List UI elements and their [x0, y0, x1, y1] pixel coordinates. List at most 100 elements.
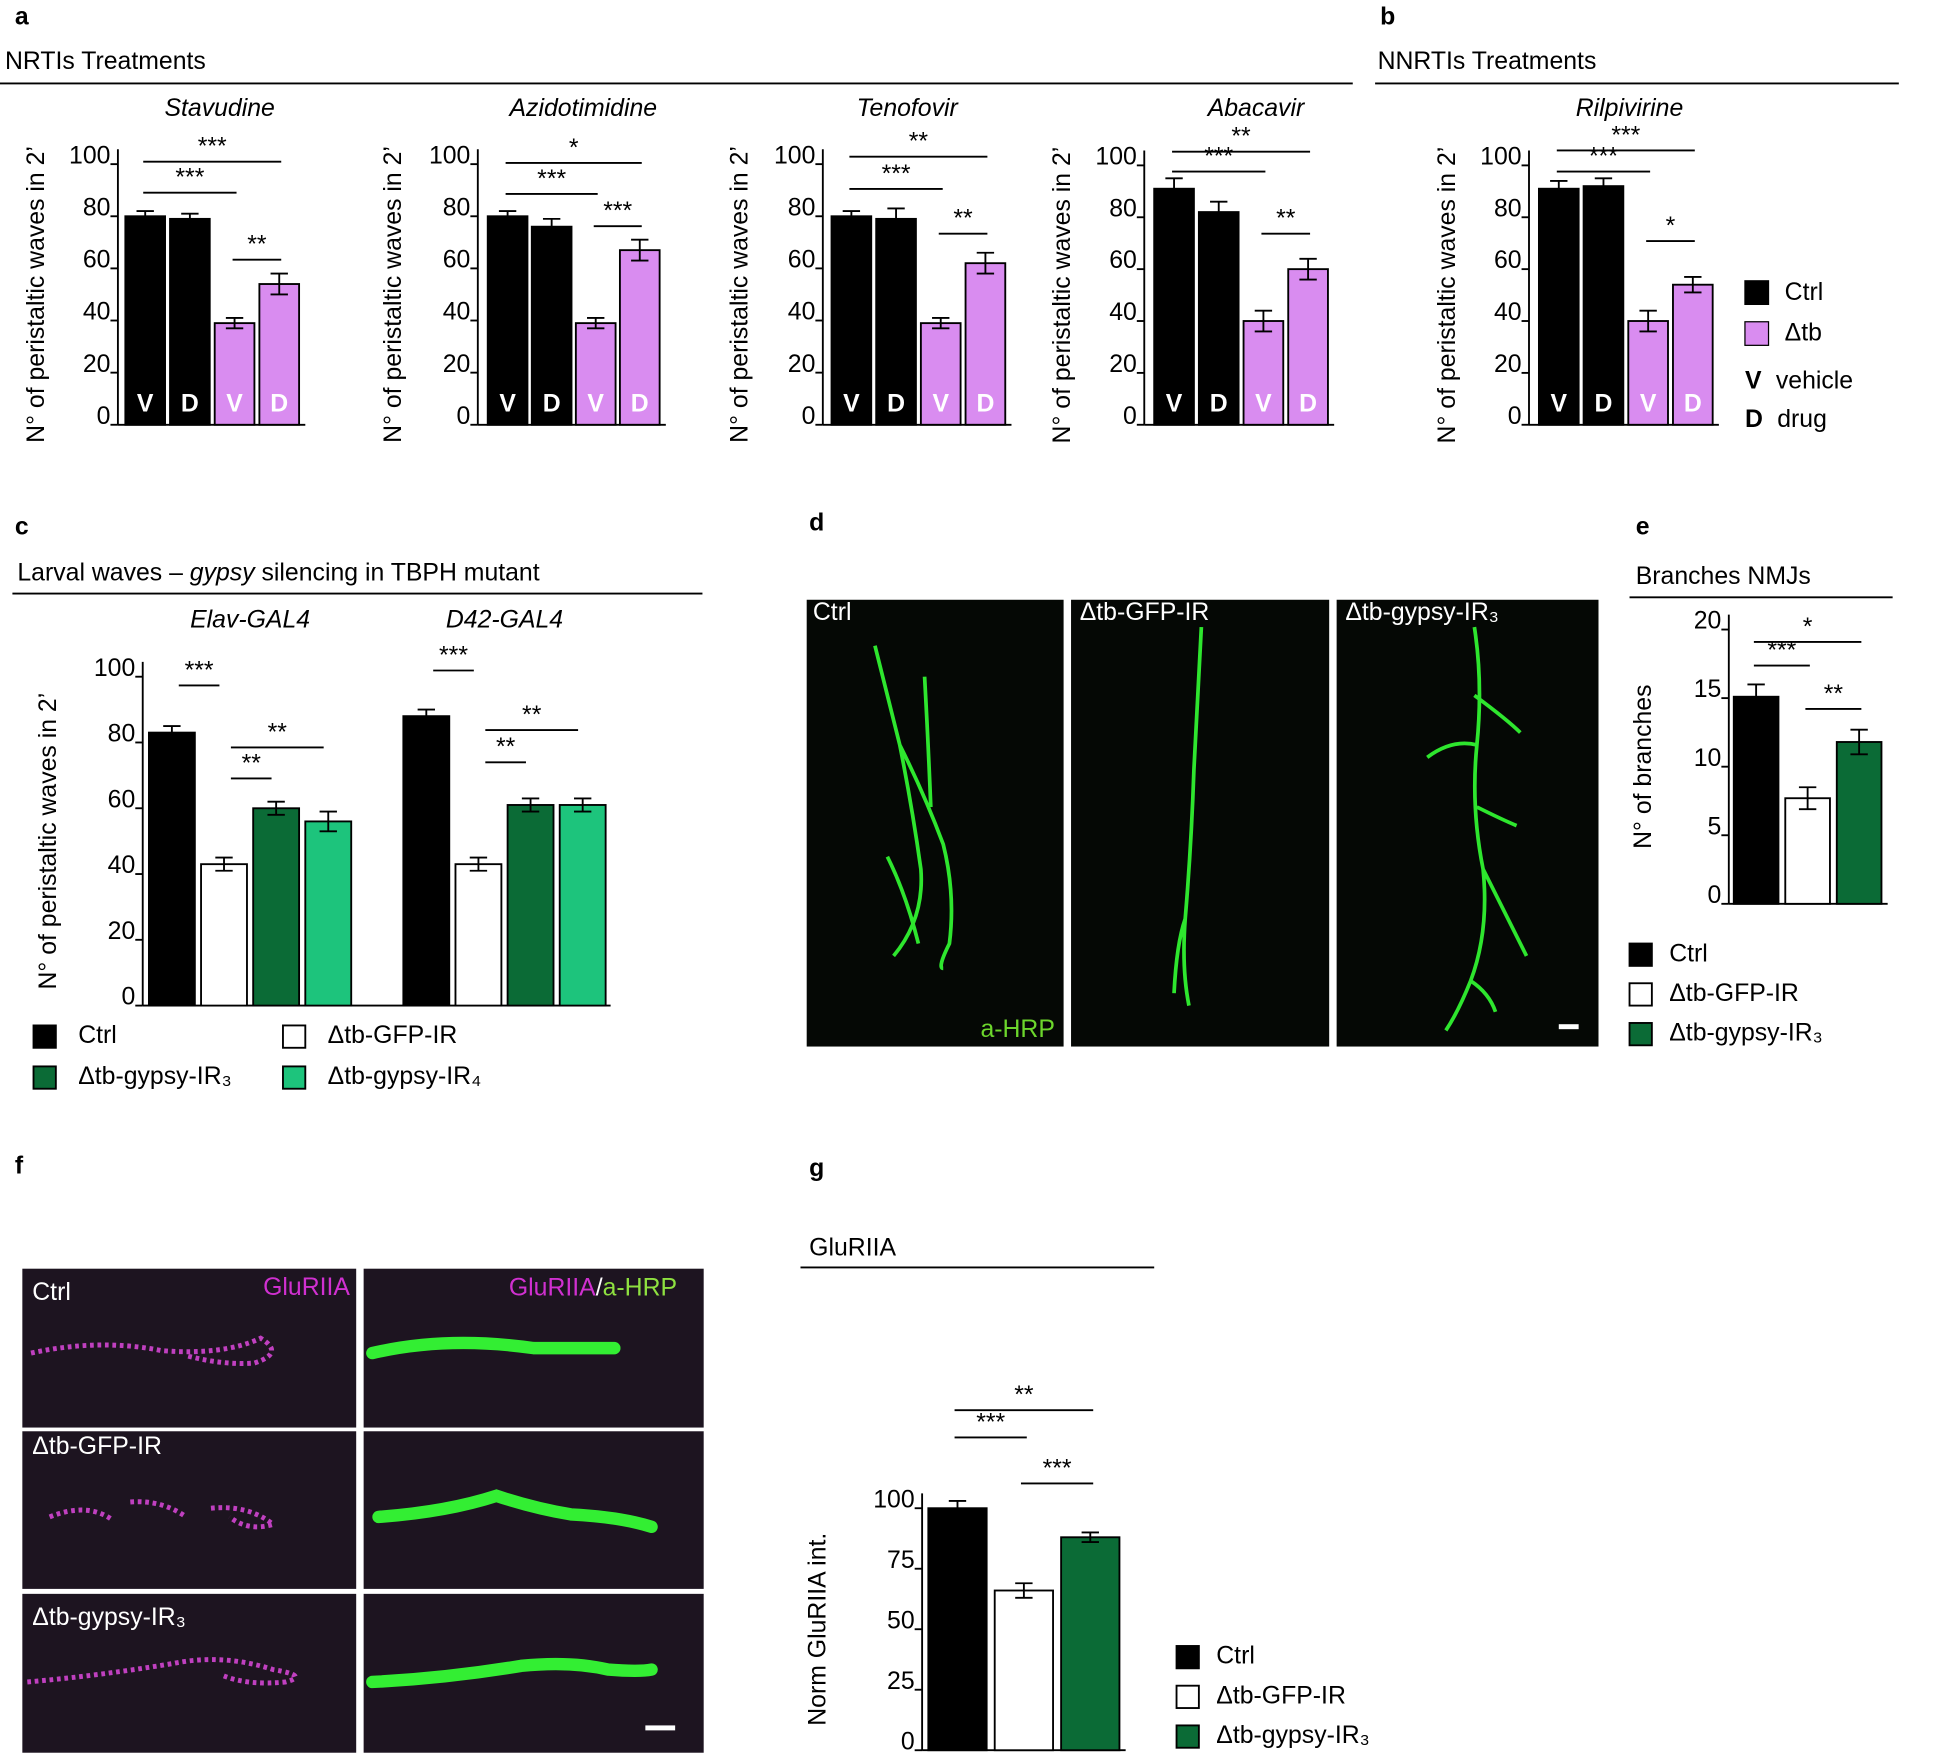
- bar: [1060, 1536, 1121, 1752]
- significance-label: ***: [1043, 1455, 1072, 1482]
- legend-label: Ctrl: [1669, 940, 1708, 967]
- x-tick-label: V: [587, 390, 604, 417]
- y-axis-label: N° of peristaltic waves in 2’: [23, 146, 50, 443]
- micrograph: [22, 1431, 357, 1589]
- x-tick-label: D: [976, 390, 994, 417]
- group-label: Elav-GAL4: [190, 606, 310, 633]
- scale-bar: [1558, 1024, 1579, 1030]
- bar: [258, 283, 301, 426]
- error-bar: [1254, 309, 1273, 333]
- title-part: Larval waves –: [17, 559, 189, 586]
- x-tick-label: V: [499, 390, 516, 417]
- section-title: NRTIs Treatments: [5, 48, 206, 75]
- error-bar: [270, 272, 288, 296]
- bar: [304, 820, 353, 1007]
- panel-label: f: [15, 1152, 24, 1179]
- bar: [147, 731, 196, 1007]
- legend-label: Δtb-GFP-IR: [1669, 980, 1799, 1007]
- section-title: Larval waves – gypsy silencing in TBPH m…: [17, 559, 539, 586]
- significance-label: **: [522, 702, 542, 729]
- x-tick-label: V: [1551, 390, 1568, 417]
- significance-label: **: [953, 206, 973, 233]
- legend-swatch: [1744, 280, 1770, 306]
- x-tick-label: D: [1684, 390, 1702, 417]
- legend-note: D drug: [1745, 405, 1827, 432]
- bar: [402, 715, 451, 1007]
- legend-swatch: [1744, 321, 1770, 346]
- y-tick-label: 10: [1694, 745, 1722, 772]
- y-tick-label: 15: [1694, 676, 1722, 703]
- legend-swatch: [1175, 1645, 1200, 1670]
- error-bar: [887, 207, 905, 231]
- x-tick-label: D: [887, 390, 905, 417]
- x-tick-label: D: [270, 390, 288, 417]
- chart-title: Azidotimidine: [508, 95, 658, 122]
- significance-label: **: [1014, 1382, 1034, 1409]
- y-tick-label: 20: [1694, 608, 1722, 635]
- y-tick-label: 0: [121, 984, 135, 1011]
- significance-label: ***: [976, 1409, 1005, 1436]
- significance-label: **: [242, 750, 262, 777]
- section-title: NNRTIs Treatments: [1378, 48, 1597, 75]
- x-tick-label: V: [843, 390, 860, 417]
- panel-label: g: [809, 1155, 824, 1182]
- bar: [1242, 320, 1285, 426]
- error-bar: [976, 251, 995, 275]
- image-label: Δtb-GFP-IR: [1080, 599, 1210, 626]
- y-tick-label: 40: [788, 299, 816, 326]
- bar: [1153, 187, 1195, 426]
- y-tick-label: 80: [443, 194, 471, 221]
- legend-label: Ctrl: [78, 1022, 117, 1049]
- significance-label: **: [1231, 124, 1251, 151]
- y-tick-label: 60: [83, 247, 111, 274]
- significance-label: ***: [537, 166, 566, 193]
- x-tick-label: V: [932, 390, 949, 417]
- error-bar: [215, 856, 233, 872]
- legend-swatch: [1175, 1724, 1200, 1749]
- stain-separator: /: [596, 1274, 603, 1301]
- significance-label: *: [1666, 213, 1676, 240]
- y-tick-label: 0: [457, 403, 471, 430]
- title-part: silencing in TBPH mutant: [255, 559, 540, 586]
- y-axis-label: N° of peristaltic waves in 2’: [380, 146, 407, 443]
- y-tick-label: 80: [1109, 195, 1137, 222]
- bar: [1197, 211, 1240, 426]
- legend-swatch: [1175, 1684, 1200, 1709]
- y-tick-label: 20: [788, 351, 816, 378]
- bar: [1537, 187, 1580, 426]
- stain-name: a-HRP: [603, 1274, 677, 1301]
- x-tick-label: D: [181, 390, 199, 417]
- y-tick-label: 0: [1708, 882, 1722, 909]
- bar: [454, 863, 503, 1007]
- legend-note: V vehicle: [1745, 367, 1853, 394]
- y-tick-label: 60: [108, 786, 136, 813]
- error-bar: [267, 800, 285, 816]
- bar: [200, 863, 248, 1007]
- y-tick-label: 100: [774, 142, 815, 169]
- x-tick-label: D: [631, 390, 649, 417]
- image-d: [806, 599, 1599, 1047]
- significance-label: **: [247, 232, 267, 259]
- error-bar: [498, 210, 517, 223]
- y-tick-label: 40: [443, 299, 471, 326]
- significance-label: **: [909, 129, 929, 156]
- chart-title: GluRIIA: [809, 1234, 896, 1261]
- significance-label: ***: [1204, 144, 1233, 171]
- synapse: [27, 1335, 298, 1686]
- bar: [558, 804, 607, 1007]
- legend-label: Δtb: [1785, 320, 1822, 347]
- significance-label: ***: [882, 161, 911, 188]
- stain-name: GluRIIA: [509, 1274, 596, 1301]
- significance-label: ***: [1589, 144, 1618, 171]
- legend-text: drug: [1777, 405, 1827, 432]
- error-bar: [521, 797, 540, 813]
- error-bar: [1594, 177, 1613, 195]
- error-bar: [181, 212, 199, 226]
- legend-text: vehicle: [1776, 367, 1853, 394]
- panel-label: b: [1380, 3, 1395, 30]
- error-bar: [1081, 1531, 1099, 1544]
- y-tick-label: 0: [97, 403, 111, 430]
- error-bar: [163, 725, 181, 741]
- x-tick-label: V: [226, 390, 243, 417]
- legend-label: Ctrl: [1216, 1643, 1255, 1670]
